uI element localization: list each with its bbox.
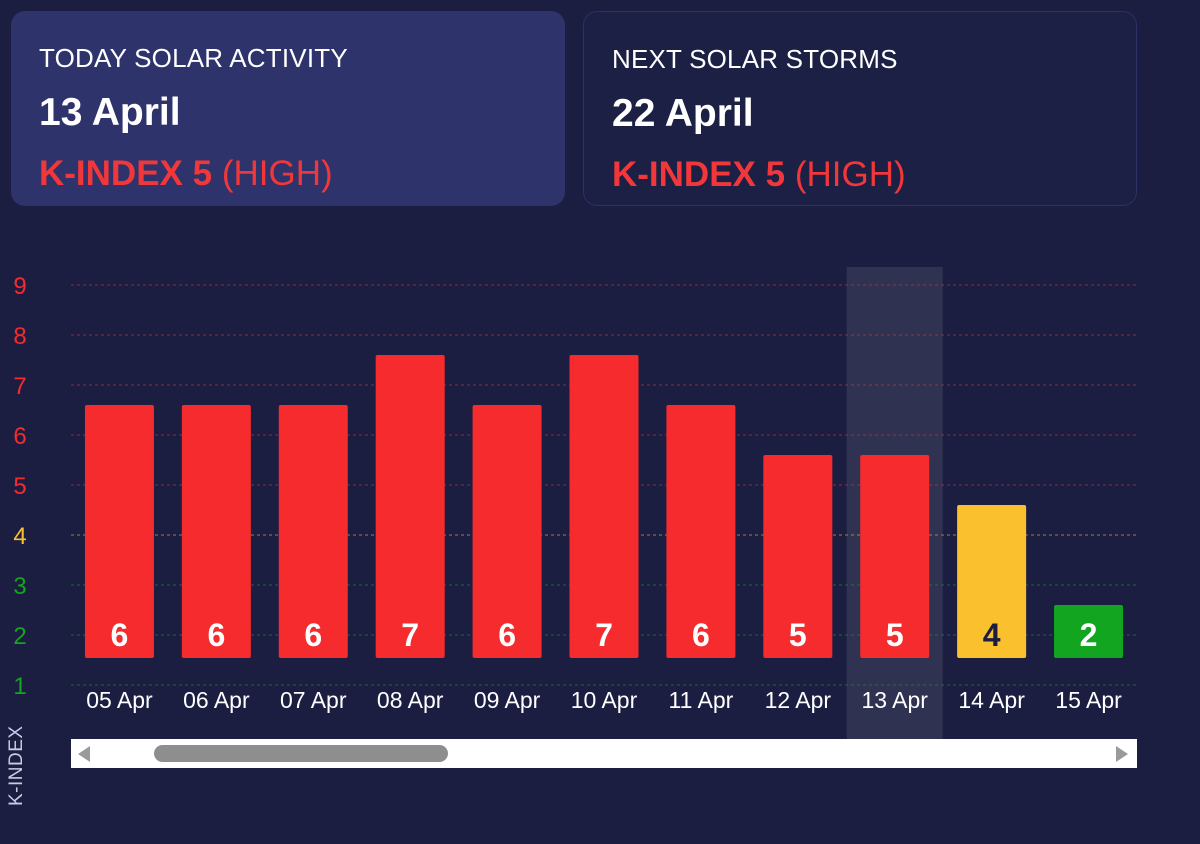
bar-value-label-08-apr: 7 (401, 617, 419, 653)
today-card-kindex: K-INDEX 5 (39, 154, 213, 193)
y-axis-label: K-INDEX (6, 725, 27, 806)
x-tick-label-13-apr: 13 Apr (861, 687, 928, 713)
x-tick-label-09-apr: 09 Apr (474, 687, 541, 713)
next-card-kindex-line: K-INDEX 5 (HIGH) (612, 155, 906, 195)
x-tick-label-10-apr: 10 Apr (571, 687, 638, 713)
today-solar-activity-card: TODAY SOLAR ACTIVITY 13 April K-INDEX 5 … (11, 11, 565, 206)
kindex-bar-chart: 1 2 3 4 5 6 7 8 9 6 05 Apr 6 06 Apr 6 07 Apr 7 08 Apr 6 09… (13, 267, 1137, 740)
y-tick-label-1: 1 (13, 673, 26, 700)
bar-12-apr (763, 455, 833, 658)
bar-05-apr (84, 405, 154, 658)
x-tick-label-11-apr: 11 Apr (669, 687, 734, 713)
bar-value-label-07-apr: 6 (304, 617, 322, 653)
bar-value-label-06-apr: 6 (207, 617, 225, 653)
x-tick-label-06-apr: 06 Apr (183, 687, 250, 713)
bar-08-apr (375, 355, 445, 658)
x-tick-label-08-apr: 08 Apr (377, 687, 444, 713)
today-card-level: (HIGH) (221, 154, 333, 193)
y-tick-label-8: 8 (13, 323, 26, 350)
bar-07-apr (278, 405, 348, 658)
today-card-kindex-line: K-INDEX 5 (HIGH) (39, 154, 333, 194)
x-tick-label-05-apr: 05 Apr (86, 687, 153, 713)
y-tick-label-5: 5 (13, 473, 26, 500)
bar-value-label-10-apr: 7 (595, 617, 613, 653)
today-card-date: 13 April (39, 91, 181, 134)
y-tick-label-4: 4 (13, 523, 26, 550)
x-tick-label-12-apr: 12 Apr (765, 687, 832, 713)
y-tick-label-9: 9 (13, 273, 26, 300)
x-tick-label-15-apr: 15 Apr (1055, 687, 1122, 713)
bar-11-apr (666, 405, 736, 658)
bar-value-label-11-apr: 6 (692, 617, 710, 653)
y-tick-label-6: 6 (13, 423, 26, 450)
scroll-thumb[interactable] (154, 745, 448, 762)
bar-value-label-13-apr: 5 (886, 617, 904, 653)
scroll-left-arrow-icon[interactable] (78, 746, 90, 762)
next-card-kindex: K-INDEX 5 (612, 155, 786, 194)
bar-06-apr (181, 405, 251, 658)
next-card-level: (HIGH) (794, 155, 906, 194)
bar-09-apr (472, 405, 542, 658)
bar-value-label-09-apr: 6 (498, 617, 516, 653)
scroll-right-arrow-icon[interactable] (1116, 746, 1128, 762)
next-solar-storms-card: NEXT SOLAR STORMS 22 April K-INDEX 5 (HI… (583, 11, 1137, 206)
y-tick-label-7: 7 (13, 373, 26, 400)
y-tick-label-3: 3 (13, 573, 26, 600)
bar-13-apr (860, 455, 930, 658)
bar-10-apr (569, 355, 639, 658)
today-card-label: TODAY SOLAR ACTIVITY (39, 43, 348, 73)
bar-value-label-14-apr: 4 (983, 617, 1001, 653)
x-tick-label-07-apr: 07 Apr (280, 687, 347, 713)
bar-14-apr (957, 505, 1027, 658)
bar-15-apr (1054, 605, 1124, 658)
y-tick-label-2: 2 (13, 623, 26, 650)
bar-value-label-12-apr: 5 (789, 617, 807, 653)
bar-value-label-05-apr: 6 (111, 617, 129, 653)
bar-value-label-15-apr: 2 (1080, 617, 1098, 653)
next-card-date: 22 April (612, 92, 754, 135)
x-tick-label-14-apr: 14 Apr (958, 687, 1025, 713)
next-card-label: NEXT SOLAR STORMS (612, 44, 898, 74)
chart-horizontal-scrollbar[interactable] (71, 739, 1137, 768)
